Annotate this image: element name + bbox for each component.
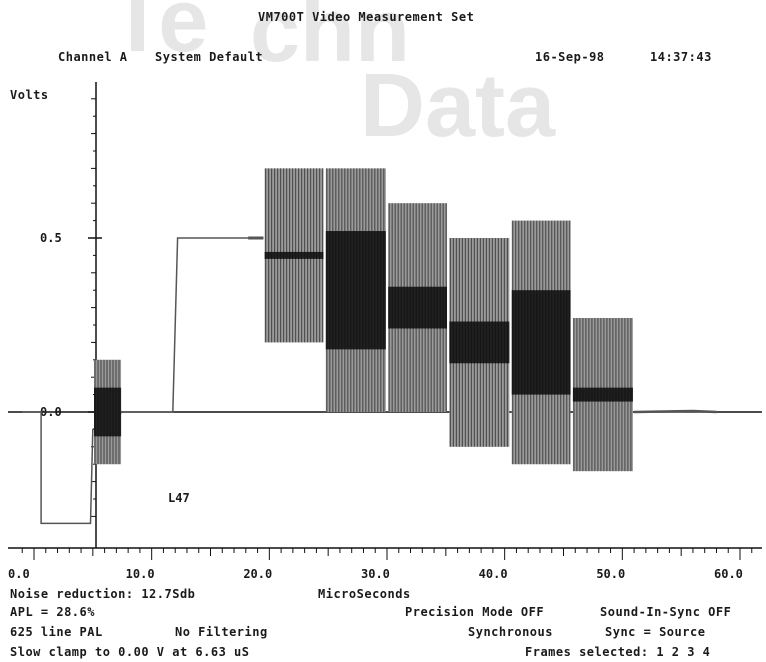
x-tick-label: 30.0 [361,567,390,581]
chroma-packet-7 [572,318,633,472]
channel-label: Channel A [58,50,128,64]
sound-in-sync-status: Sound-In-Sync OFF [600,605,732,619]
x-tick-label: 50.0 [596,567,625,581]
x-tick-label: 60.0 [714,567,743,581]
x-axis-label: MicroSeconds [318,587,411,601]
chroma-packet-3 [325,168,386,412]
y-tick-label: 0.0 [40,405,62,419]
synchronous-status: Synchronous [468,625,553,639]
x-tick-label: 0.0 [8,567,30,581]
filtering-status: No Filtering [175,625,268,639]
chroma-packet-core [388,286,448,329]
chroma-packet-core [572,387,633,402]
precision-mode-status: Precision Mode OFF [405,605,545,619]
chroma-packet-core [264,251,324,259]
frames-selected-readout: Frames selected: 1 2 3 4 [525,645,711,659]
y-axis-label: Volts [10,88,49,102]
tail-trace [634,409,717,414]
time-label: 14:37:43 [650,50,712,64]
slow-clamp-readout: Slow clamp to 0.00 V at 6.63 uS [10,645,250,659]
x-tick-label: 40.0 [479,567,508,581]
luminance-trace [22,237,264,525]
chroma-packet-core [449,321,510,364]
chroma-packet-core [325,231,386,350]
chroma-packet-1 [94,359,122,465]
chroma-packet-4 [388,203,448,412]
chroma-packet-core [511,290,571,395]
sync-source-status: Sync = Source [605,625,706,639]
chroma-packet-core [94,387,122,437]
apl-readout: APL = 28.6% [10,605,95,619]
instrument-title: VM700T Video Measurement Set [258,10,475,24]
noise-reduction-readout: Noise reduction: 12.7Sdb [10,587,196,601]
line-standard-readout: 625 line PAL [10,625,103,639]
date-label: 16-Sep-98 [535,50,605,64]
setup-label: System Default [155,50,264,64]
x-tick-label: 10.0 [126,567,155,581]
chroma-packet-6 [511,220,571,465]
chroma-packet-5 [449,238,510,447]
y-tick-label: 0.5 [40,231,62,245]
chroma-packet-2 [264,168,324,343]
line-number-annotation: L47 [168,491,190,505]
x-tick-label: 20.0 [243,567,272,581]
